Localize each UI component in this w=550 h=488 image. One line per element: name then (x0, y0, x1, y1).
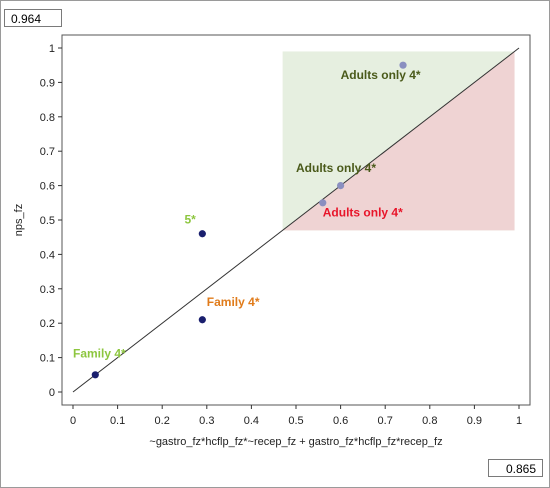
x-tick-label: 1 (516, 415, 522, 427)
y-tick-label: 0.1 (40, 353, 55, 365)
x-tick-label: 0.6 (333, 415, 348, 427)
point-label: Adults only 4* (323, 206, 403, 220)
bottom-value-field[interactable]: 0.865 (488, 459, 543, 477)
y-tick-label: 0.5 (40, 215, 55, 227)
x-tick-label: 0.2 (155, 415, 170, 427)
point-label: Adults only 4* (341, 68, 421, 82)
y-tick-label: 0.3 (40, 284, 55, 296)
y-tick-label: 0.7 (40, 146, 55, 158)
x-axis-label: ~gastro_fz*hcflp_fz*~recep_fz + gastro_f… (149, 436, 442, 448)
y-axis-label: nps_fz (13, 204, 25, 236)
data-point[interactable] (337, 182, 345, 190)
x-tick-label: 0 (70, 415, 76, 427)
diagonal-line (72, 47, 520, 393)
point-label: Family 4* (73, 347, 126, 361)
data-point[interactable] (399, 61, 407, 69)
y-tick-label: 0.2 (40, 318, 55, 330)
x-tick-label: 0.4 (244, 415, 259, 427)
x-tick-label: 0.5 (288, 415, 303, 427)
x-tick-label: 0.7 (378, 415, 393, 427)
data-point[interactable] (319, 199, 327, 207)
y-tick-label: 0.9 (40, 77, 55, 89)
y-tick-label: 0 (49, 387, 55, 399)
top-value-field[interactable]: 0.964 (4, 9, 62, 27)
y-tick-label: 1 (49, 43, 55, 55)
data-point[interactable] (198, 316, 206, 324)
x-tick-label: 0.1 (110, 415, 125, 427)
y-tick-label: 0.4 (40, 249, 55, 261)
data-point[interactable] (198, 230, 206, 238)
data-point[interactable] (91, 371, 99, 379)
y-tick-label: 0.8 (40, 112, 55, 124)
point-label: 5* (185, 212, 197, 226)
point-label: Family 4* (207, 295, 260, 309)
x-tick-label: 0.3 (199, 415, 214, 427)
point-label: Adults only 4* (296, 161, 376, 175)
x-tick-label: 0.8 (422, 415, 437, 427)
x-tick-label: 0.9 (467, 415, 482, 427)
y-tick-label: 0.6 (40, 181, 55, 193)
